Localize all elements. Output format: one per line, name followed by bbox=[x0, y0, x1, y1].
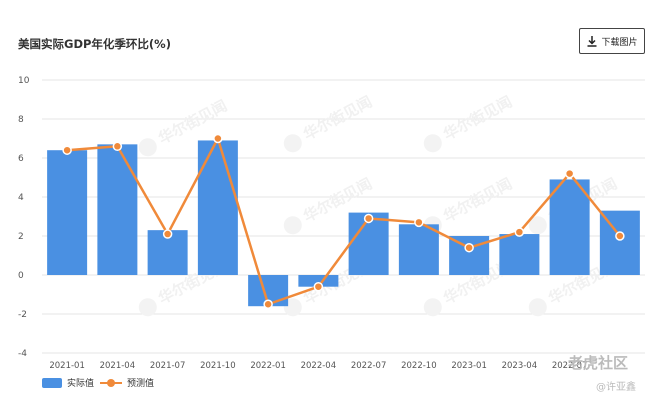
forecast-point bbox=[514, 227, 525, 237]
watermark-text: 华尔街见闻 bbox=[300, 93, 375, 144]
watermark-logo-icon bbox=[283, 216, 302, 235]
y-tick-label: -2 bbox=[18, 310, 27, 320]
bar-actual bbox=[549, 179, 590, 275]
forecast-point bbox=[414, 217, 424, 228]
chart-title: 美国实际GDP年化季环比(%) bbox=[18, 37, 171, 51]
bar-actual bbox=[499, 234, 540, 275]
x-tick-label: 2022-10 bbox=[401, 361, 437, 371]
forecast-point bbox=[363, 213, 374, 224]
forecast-line bbox=[67, 137, 621, 306]
forecast-point bbox=[62, 145, 72, 155]
watermark-logo-icon bbox=[423, 298, 442, 317]
y-tick-label: 4 bbox=[18, 193, 24, 203]
legend-item-forecast[interactable]: 预测值 bbox=[100, 376, 154, 389]
bar-actual bbox=[298, 275, 339, 287]
forecast-point bbox=[313, 281, 324, 292]
x-tick-label: 2023-04 bbox=[502, 361, 538, 371]
watermark: 华尔街见闻 bbox=[423, 93, 515, 153]
watermark-logo-icon bbox=[528, 298, 547, 317]
watermark-logo-icon bbox=[283, 298, 302, 317]
watermark-text: 华尔街见闻 bbox=[440, 93, 515, 144]
bar-actual bbox=[398, 224, 439, 275]
watermark-logo-icon bbox=[528, 216, 547, 235]
forecast-point bbox=[564, 168, 575, 179]
forecast-point bbox=[213, 133, 223, 144]
x-tick-label: 2022-07 bbox=[351, 361, 387, 371]
legend-item-actual[interactable]: 实际值 bbox=[42, 376, 94, 389]
forecast-point bbox=[615, 231, 625, 241]
bar-actual bbox=[47, 150, 88, 275]
forecast-point bbox=[263, 299, 273, 309]
forecast-point bbox=[112, 141, 123, 152]
watermark-logo-icon bbox=[423, 134, 442, 153]
watermark-logo-icon bbox=[138, 138, 157, 157]
legend-label-actual: 实际值 bbox=[67, 379, 95, 389]
watermark: 华尔街见闻 bbox=[283, 93, 375, 153]
y-tick-label: 10 bbox=[18, 76, 30, 86]
x-tick-label: 2021-07 bbox=[150, 361, 186, 371]
x-tick-label: 2022-07 bbox=[552, 361, 588, 371]
x-tick-label: 2022-01 bbox=[250, 361, 286, 371]
y-tick-label: 8 bbox=[18, 115, 24, 125]
x-tick-label: 2023-01 bbox=[451, 361, 487, 371]
watermark-logo-icon bbox=[283, 134, 302, 153]
legend-label-forecast: 预测值 bbox=[127, 379, 155, 389]
forecast-point bbox=[162, 229, 173, 239]
x-tick-label: 2021-01 bbox=[49, 361, 85, 371]
download-image-button[interactable]: 下载图片 bbox=[579, 28, 645, 54]
legend-bar-swatch bbox=[42, 377, 62, 388]
bar-actual bbox=[97, 144, 138, 275]
x-tick-label: 2021-04 bbox=[100, 361, 136, 371]
legend-line-swatch bbox=[100, 378, 122, 388]
y-tick-label: 0 bbox=[18, 271, 24, 281]
bar-actual bbox=[197, 140, 238, 275]
forecast-point bbox=[464, 242, 474, 253]
y-tick-label: -4 bbox=[18, 349, 27, 359]
credit-community: 老虎社区 bbox=[568, 354, 629, 372]
watermark-text: 华尔街见闻 bbox=[440, 175, 515, 226]
y-tick-label: 2 bbox=[18, 232, 24, 242]
x-tick-label: 2021-10 bbox=[200, 361, 236, 371]
download-icon bbox=[587, 36, 597, 47]
y-tick-label: 6 bbox=[18, 154, 24, 164]
download-button-label: 下载图片 bbox=[601, 37, 638, 48]
watermark-logo-icon bbox=[138, 298, 157, 317]
x-tick-label: 2022-04 bbox=[301, 361, 337, 371]
credit-author: @许亚鑫 bbox=[596, 382, 636, 393]
